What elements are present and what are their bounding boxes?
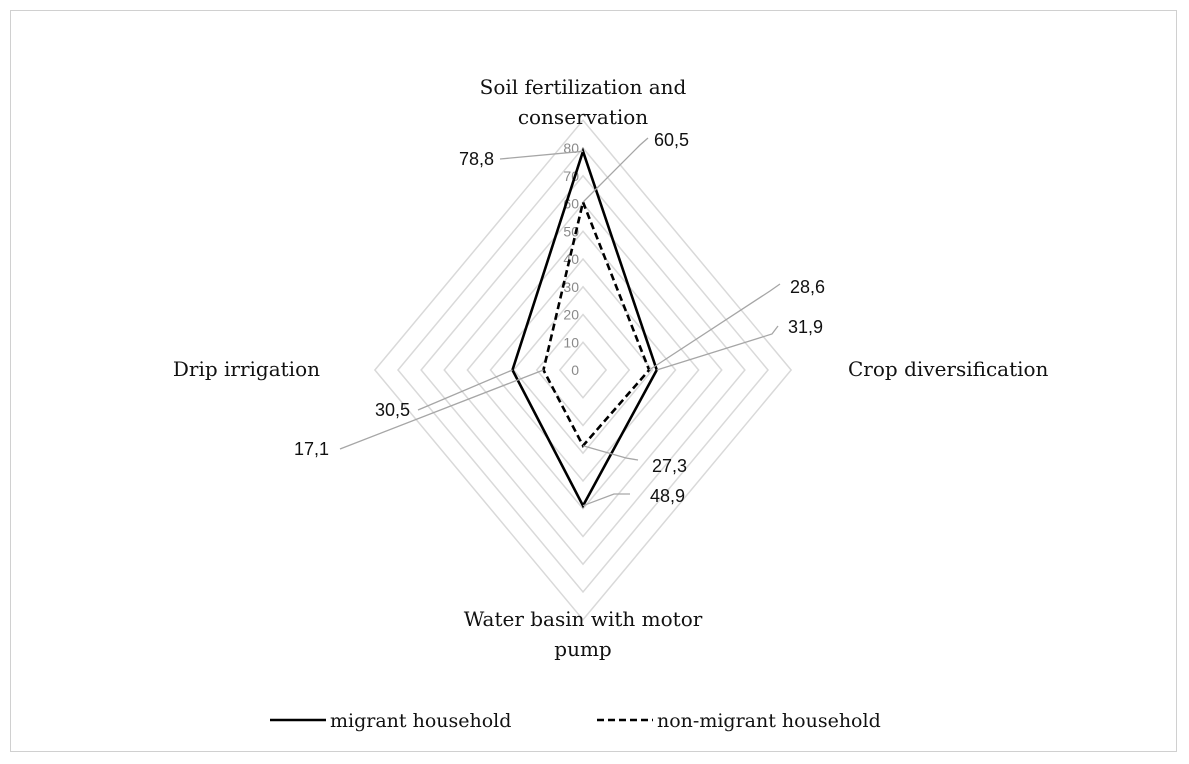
category-labels: Soil fertilization and conservation Crop d… (173, 75, 1049, 661)
data-label: 31,9 (788, 317, 823, 337)
data-label: 60,5 (654, 130, 689, 150)
grid-ring (535, 313, 631, 427)
radar-grid (373, 119, 793, 621)
data-label: 27,3 (652, 456, 687, 476)
grid-ring (397, 146, 769, 594)
grid-ring (466, 230, 700, 510)
radial-tick-label: 30 (563, 279, 579, 295)
leader-line (648, 283, 781, 371)
grid-ring (558, 341, 608, 399)
legend-label: non-migrant household (657, 710, 881, 732)
radial-tick-label: 10 (563, 334, 579, 350)
category-label: Crop diversification (848, 357, 1049, 381)
legend-label: migrant household (330, 710, 511, 732)
category-label: Soil fertilization and conservation (480, 75, 687, 129)
leader-line (339, 369, 544, 450)
data-label-leaders (339, 137, 781, 507)
data-label: 30,5 (375, 400, 410, 420)
radial-tick-label: 0 (571, 362, 579, 378)
category-label: Drip irrigation (173, 357, 320, 381)
grid-ring (420, 174, 746, 566)
leader-line (656, 325, 779, 371)
leader-line (582, 137, 649, 203)
leader-line (582, 445, 639, 461)
legend: migrant household non-migrant household (270, 710, 881, 732)
category-label: Water basin with motor pump (464, 607, 703, 661)
radial-tick-label: 50 (563, 223, 579, 239)
data-label: 78,8 (459, 149, 494, 169)
data-labels: 78,8 31,9 48,9 30,5 60,5 28,6 27,3 17,1 (294, 130, 825, 506)
data-label: 17,1 (294, 439, 329, 459)
data-label: 28,6 (790, 277, 825, 297)
series-lines (511, 147, 659, 509)
leader-line (582, 493, 630, 507)
data-label: 48,9 (650, 486, 685, 506)
leader-line (417, 369, 513, 411)
grid-ring (443, 202, 723, 538)
grid-ring-outer (373, 119, 793, 621)
leader-line (499, 150, 584, 160)
radial-tick-label: 80 (563, 140, 579, 156)
radial-tick-label: 20 (563, 307, 579, 323)
grid-ring (512, 285, 654, 455)
